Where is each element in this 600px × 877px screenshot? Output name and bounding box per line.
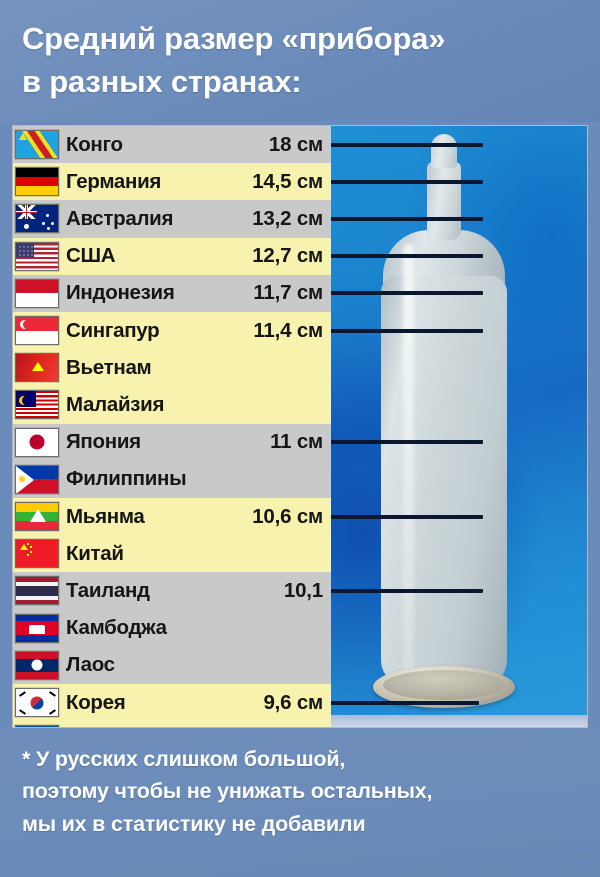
flag-icon-au (15, 204, 59, 234)
table-row: Индонезия 11,7 см (13, 275, 331, 312)
country-name: Германия (66, 169, 162, 193)
condom-neck (427, 162, 461, 240)
country-name: Мьянма (66, 504, 145, 528)
size-group-row: Мьянма 10,6 см Китай (13, 498, 331, 573)
table-row: Япония 11 см (13, 424, 331, 461)
size-value: 12,7 см (252, 244, 323, 268)
country-name: Лаос (66, 653, 115, 677)
size-value: 10,1 (283, 578, 323, 602)
table-row: Сингапур 11,4 см (13, 312, 331, 349)
country-name: Китай (66, 541, 124, 565)
size-value: 9,6 см (263, 690, 323, 714)
size-group-row: Индонезия 11,7 см (13, 274, 331, 312)
flag-icon-us (15, 241, 59, 271)
measurement-line (331, 589, 483, 593)
table-row: КНДР (13, 721, 331, 727)
country-name: Камбоджа (66, 616, 167, 640)
table-row: Корея 9,6 см (13, 684, 331, 721)
measurement-line (331, 440, 483, 444)
footnote-line-2: поэтому чтобы не унижать остальных, (22, 779, 433, 804)
size-value: 14,5 см (252, 169, 323, 193)
table-row: Мьянма 10,6 см (13, 498, 331, 535)
size-value: 11,4 см (253, 318, 323, 342)
size-value: 13,2 см (252, 206, 323, 230)
flag-icon-kp (15, 725, 59, 727)
measurement-line (331, 254, 483, 258)
size-group-row: Япония 11 см Филиппины (13, 423, 331, 498)
country-name: Япония (66, 430, 141, 454)
flag-icon-kh (15, 613, 59, 643)
country-name: Австралия (66, 206, 174, 230)
country-name: Малайзия (66, 392, 165, 416)
condom-photo-panel (331, 126, 587, 727)
size-value: 18 см (268, 132, 323, 156)
flag-icon-sg (15, 316, 59, 346)
condom-tip (431, 134, 457, 168)
header-banner: Средний размер «прибора» в разных страна… (0, 0, 600, 122)
size-group-row: Сингапур 11,4 см Вьетнам Малайзия (13, 312, 331, 424)
size-value: 11 см (270, 430, 323, 454)
size-group-row: Корея 9,6 см КНДР (13, 684, 331, 727)
table-row: Вьетнам (13, 349, 331, 386)
flag-icon-de (15, 167, 59, 197)
table-row: Китай (13, 535, 331, 572)
flag-icon-la (15, 650, 59, 680)
measurement-line (331, 701, 479, 705)
flag-icon-kr (15, 688, 59, 718)
table-row: Таиланд 10,1 (13, 572, 331, 609)
country-name: Таиланд (66, 578, 150, 602)
measurement-line (331, 329, 483, 333)
country-size-table: Конго 18 см Германия 14,5 см Австралия 13,2 с… (13, 126, 331, 727)
page-title-line-1: Средний размер «прибора» (22, 21, 446, 56)
country-name: Корея (66, 690, 126, 714)
page-title: Средний размер «прибора» в разных страна… (22, 18, 582, 104)
table-row: Германия 14,5 см (13, 163, 331, 200)
country-name: Сингапур (66, 318, 160, 342)
condom-highlight (403, 244, 414, 674)
size-group-row: Таиланд 10,1 Камбоджа Лаос (13, 572, 331, 684)
size-group-row: Австралия 13,2 см (13, 200, 331, 238)
size-group-row: Конго 18 см (13, 126, 331, 164)
table-row: Лаос (13, 647, 331, 684)
table-row: Австралия 13,2 см (13, 200, 331, 237)
country-name: Конго (66, 132, 123, 156)
footnote-banner: * У русских слишком большой, поэтому что… (0, 731, 600, 877)
table-row: Малайзия (13, 386, 331, 423)
flag-icon-cn (15, 539, 59, 569)
table-row: Камбоджа (13, 610, 331, 647)
measurement-line (331, 515, 483, 519)
size-group-row: США 12,7 см (13, 237, 331, 275)
footnote-line-1: * У русских слишком большой, (22, 747, 346, 771)
flag-icon-cd (15, 130, 59, 160)
flag-icon-mm (15, 502, 59, 532)
size-value: 11,7 см (253, 281, 323, 305)
table-row: Конго 18 см (13, 126, 331, 163)
measurement-line (331, 217, 483, 221)
country-name: США (66, 244, 116, 268)
table-row: Филиппины (13, 461, 331, 498)
measurement-line (331, 143, 483, 147)
country-name: Вьетнам (66, 355, 152, 379)
condom-base-ring-inner (383, 670, 505, 700)
flag-icon-id (15, 278, 59, 308)
table-row: США 12,7 см (13, 238, 331, 275)
footnote-line-3: мы их в статистику не добавили (22, 811, 366, 836)
size-value: 10,6 см (252, 504, 323, 528)
flag-icon-my (15, 390, 59, 420)
country-name: Филиппины (66, 467, 187, 491)
flag-icon-ph (15, 464, 59, 494)
flag-icon-vn (15, 353, 59, 383)
infographic-board: Конго 18 см Германия 14,5 см Австралия 13,2 с… (12, 125, 588, 728)
flag-icon-jp (15, 427, 59, 457)
country-name: Индонезия (66, 281, 175, 305)
footnote-text: * У русских слишком большой, поэтому что… (22, 743, 586, 840)
measurement-line (331, 180, 483, 184)
condom-body (381, 276, 507, 686)
measurement-line (331, 291, 483, 295)
size-group-row: Германия 14,5 см (13, 163, 331, 201)
flag-icon-th (15, 576, 59, 606)
page-title-line-2: в разных странах: (22, 63, 302, 99)
